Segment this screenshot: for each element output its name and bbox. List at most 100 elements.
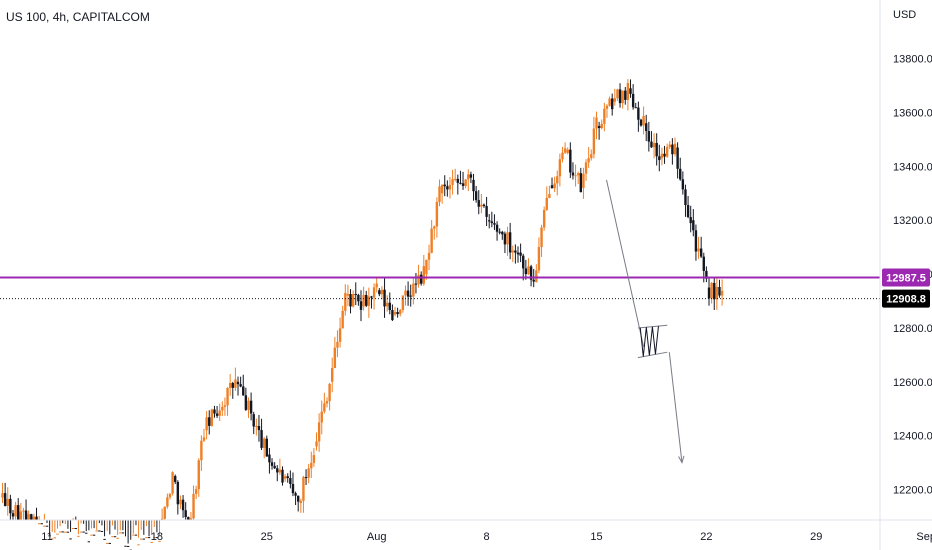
candle	[605, 104, 609, 118]
candle	[58, 520, 62, 533]
candle	[715, 277, 719, 310]
candle	[705, 266, 708, 283]
candle-body	[176, 481, 180, 505]
candle-body	[43, 525, 46, 527]
candle-body	[660, 153, 664, 159]
candle	[490, 211, 494, 228]
candle-body	[150, 541, 153, 543]
candle	[32, 513, 36, 520]
candle	[684, 184, 687, 217]
candle	[158, 520, 161, 542]
candle	[236, 376, 240, 396]
candle-body	[396, 312, 399, 315]
time-axis[interactable]: 11 18 25 Aug 8 15 22 29 Sep	[0, 519, 932, 543]
candle	[655, 133, 658, 166]
candle	[179, 495, 182, 509]
candle-body	[548, 194, 551, 198]
trend-arrow-line[interactable]	[606, 179, 645, 347]
candle	[508, 222, 512, 260]
price-tick-label: 13200.0	[893, 215, 932, 227]
channel-lower-line[interactable]	[637, 351, 668, 359]
candle	[116, 520, 119, 539]
candle-body	[289, 478, 292, 484]
candle-body	[600, 123, 603, 129]
candle-body	[359, 301, 363, 310]
candle	[351, 290, 355, 308]
candle	[542, 206, 546, 231]
candle-body	[294, 493, 297, 496]
candle	[328, 383, 331, 411]
candle-body	[310, 462, 313, 469]
candle-body	[663, 153, 666, 157]
candle-body	[213, 409, 216, 414]
candle	[501, 230, 504, 240]
candle-body	[556, 176, 559, 184]
candle-body	[595, 117, 598, 129]
candle-body	[461, 183, 465, 186]
candle	[249, 392, 253, 421]
candle-body	[440, 184, 444, 194]
candle-body	[98, 530, 101, 532]
channel-zigzag	[639, 326, 659, 357]
candle-body	[119, 532, 122, 534]
candle-body	[511, 250, 514, 253]
candle-body	[522, 255, 525, 269]
candle	[498, 228, 501, 235]
candle-body	[276, 468, 279, 473]
candle-body	[422, 266, 425, 284]
candle-body	[482, 204, 486, 207]
candle	[11, 509, 15, 520]
candle	[634, 102, 637, 109]
candle-body	[187, 517, 190, 520]
candle	[98, 520, 101, 532]
candle	[215, 405, 219, 418]
candle-body	[153, 537, 156, 539]
candle-body	[720, 290, 724, 296]
candle	[440, 184, 444, 204]
candle-body	[166, 497, 169, 507]
candle-body	[64, 531, 67, 533]
target-arrow-line[interactable]	[668, 352, 683, 463]
price-tick-label: 13600.0	[893, 108, 932, 120]
candle-body	[689, 217, 692, 224]
candle-body	[1, 493, 4, 498]
candle-body	[702, 256, 705, 271]
candle	[35, 507, 38, 520]
candle-body	[592, 128, 596, 155]
candle-body	[323, 403, 326, 412]
candle-body	[100, 530, 104, 532]
candle	[391, 304, 394, 321]
candle	[495, 221, 499, 241]
candle	[283, 474, 287, 482]
candle-body	[519, 252, 522, 256]
candle-body	[563, 148, 567, 153]
candle	[404, 285, 407, 306]
candle-body	[35, 516, 38, 520]
plot-area[interactable]	[0, 79, 880, 550]
candle-body	[579, 173, 582, 193]
candle-body	[239, 384, 242, 387]
candle-body	[147, 537, 151, 539]
candle-body	[613, 98, 617, 102]
candle-body	[312, 455, 316, 463]
candle-body	[341, 310, 344, 329]
candle-body	[116, 537, 119, 539]
candle-body	[558, 159, 562, 177]
candle-body	[328, 383, 331, 402]
candle-body	[367, 296, 371, 306]
price-axis[interactable]: USD12200.012400.012600.012800.013000.013…	[879, 0, 932, 550]
candle	[372, 283, 376, 310]
candle-body	[108, 542, 111, 544]
candle	[174, 474, 177, 485]
candle	[519, 243, 522, 263]
candle-body	[113, 536, 117, 538]
candle-body	[168, 493, 172, 498]
candle	[658, 144, 661, 172]
candle-body	[514, 250, 517, 253]
candle	[613, 88, 617, 106]
candle-body	[385, 302, 389, 307]
candle-body	[699, 248, 703, 257]
candle	[713, 276, 716, 310]
candle-body	[155, 537, 159, 539]
